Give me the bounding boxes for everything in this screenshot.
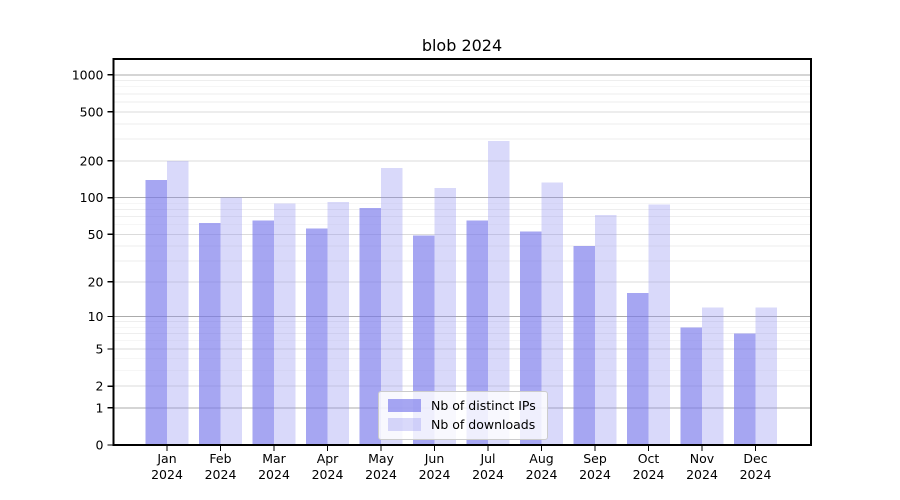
y-tick-label: 20 [88, 274, 104, 289]
x-tick-label-month: Nov [690, 451, 715, 466]
x-tick-label-month: Oct [638, 451, 660, 466]
bar-distinct-ips-may [359, 208, 381, 445]
legend-swatch-distinct-ips [388, 399, 421, 412]
x-tick-label-month: Jul [479, 451, 495, 466]
x-tick-label-month: Aug [529, 451, 553, 466]
bar-downloads-nov [702, 307, 724, 445]
bar-distinct-ips-feb [199, 222, 221, 445]
bar-distinct-ips-dec [734, 333, 756, 445]
x-tick-label-year: 2024 [151, 467, 183, 482]
x-tick-label-year: 2024 [633, 467, 665, 482]
y-tick-label: 2 [96, 379, 104, 394]
bar-distinct-ips-sep [573, 246, 595, 445]
bar-distinct-ips-apr [306, 228, 328, 445]
bar-downloads-jan [167, 160, 189, 445]
x-tick-label-month: Sep [583, 451, 607, 466]
legend-item-distinct-ips: Nb of distinct IPs [388, 398, 536, 413]
x-tick-label-year: 2024 [419, 467, 451, 482]
bar-downloads-feb [220, 197, 242, 445]
x-tick-label-year: 2024 [205, 467, 237, 482]
legend-label-downloads: Nb of downloads [431, 417, 536, 432]
y-tick-label: 10 [88, 309, 104, 324]
bar-distinct-ips-jul [466, 220, 488, 445]
bar-distinct-ips-mar [252, 220, 274, 445]
x-tick-label-month: Jan [156, 451, 176, 466]
x-tick-label-year: 2024 [365, 467, 397, 482]
x-tick-label-year: 2024 [579, 467, 611, 482]
bar-distinct-ips-nov [680, 327, 702, 445]
bar-distinct-ips-jan [145, 179, 167, 445]
bar-downloads-dec [755, 307, 777, 445]
bar-downloads-aug [541, 182, 563, 446]
plot-border [112, 58, 812, 446]
bar-distinct-ips-oct [627, 293, 649, 445]
x-tick-label-year: 2024 [312, 467, 344, 482]
x-tick-label-month: Apr [317, 451, 339, 466]
legend-swatch-downloads [388, 418, 421, 431]
x-tick-label-year: 2024 [258, 467, 290, 482]
bar-downloads-mar [274, 203, 296, 445]
y-tick-label: 1 [96, 400, 104, 415]
bar-downloads-oct [648, 204, 670, 445]
y-tick-label: 1000 [72, 67, 104, 82]
x-tick-label-month: Mar [262, 451, 286, 466]
bar-downloads-apr [327, 202, 349, 445]
legend-label-distinct-ips: Nb of distinct IPs [431, 398, 536, 413]
y-tick-label: 0 [96, 438, 104, 453]
x-tick-label-month: May [368, 451, 394, 466]
legend: Nb of distinct IPs Nb of downloads [378, 391, 548, 440]
chart-title: blob 2024 [421, 36, 503, 55]
x-tick-label-month: Dec [743, 451, 767, 466]
legend-item-downloads: Nb of downloads [388, 417, 536, 432]
x-tick-label-month: Feb [209, 451, 231, 466]
bar-downloads-jun [434, 188, 456, 445]
x-tick-label-month: Jun [424, 451, 445, 466]
bar-downloads-jul [488, 141, 510, 445]
y-tick-label: 5 [96, 341, 104, 356]
bar-downloads-sep [595, 215, 617, 445]
y-tick-label: 50 [88, 227, 104, 242]
y-tick-label: 100 [80, 190, 104, 205]
x-tick-label-year: 2024 [740, 467, 772, 482]
y-tick-label: 200 [80, 153, 104, 168]
x-tick-label-year: 2024 [472, 467, 504, 482]
bar-downloads-may [381, 167, 403, 445]
x-tick-label-year: 2024 [526, 467, 558, 482]
y-tick-label: 500 [80, 104, 104, 119]
x-tick-label-year: 2024 [686, 467, 718, 482]
